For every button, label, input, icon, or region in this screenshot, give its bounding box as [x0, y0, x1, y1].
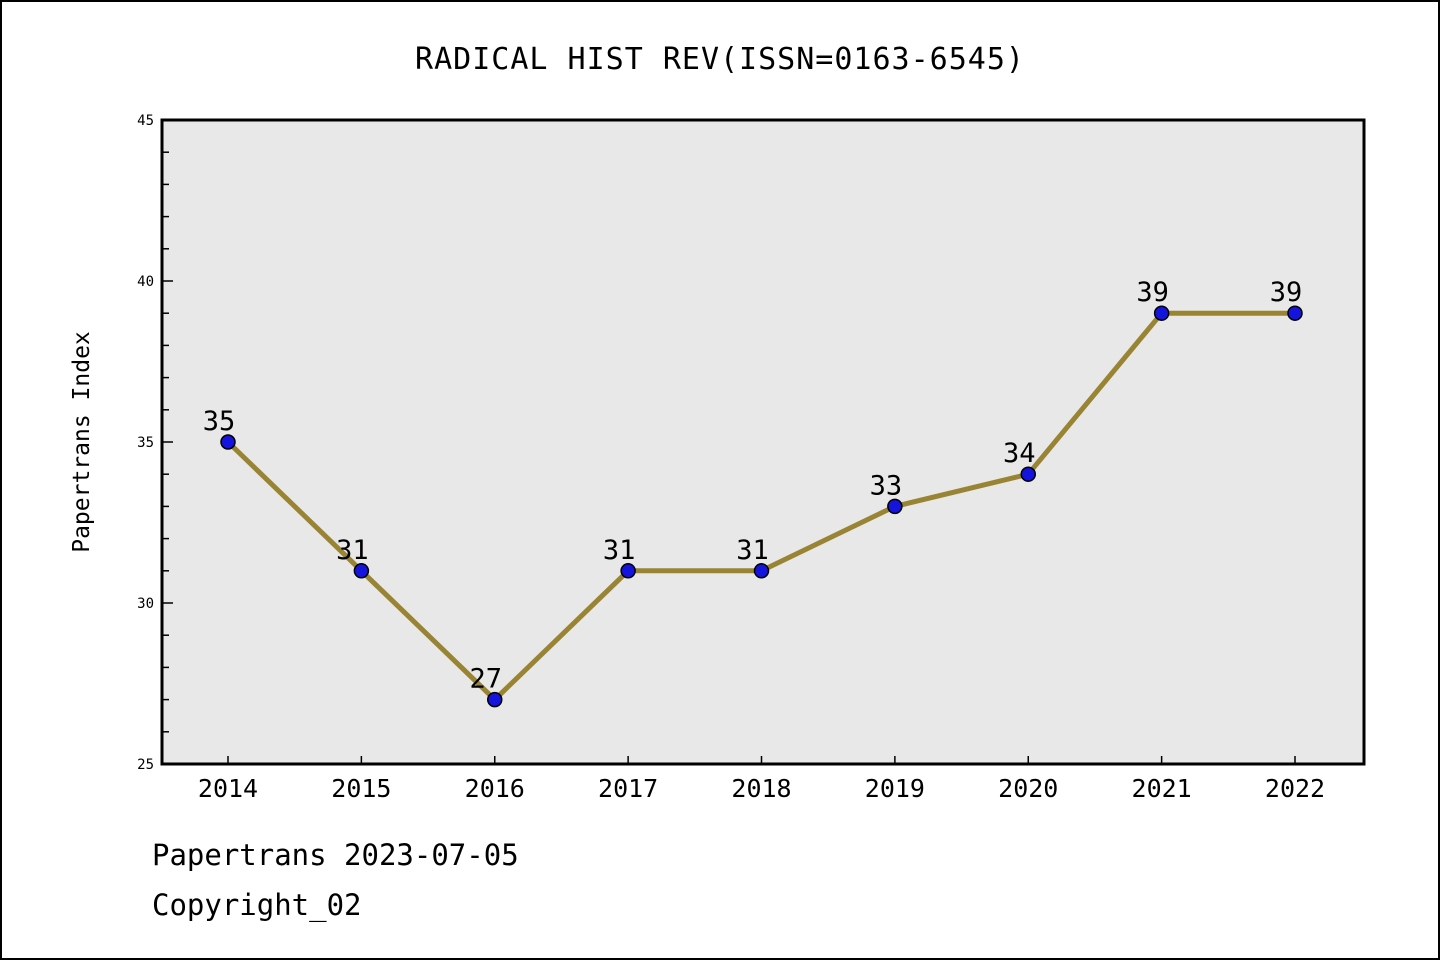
data-point-2015: [353, 563, 370, 579]
y-tick-label: 35: [137, 435, 154, 451]
plot-border: [160, 118, 1366, 766]
data-point-label: 34: [1003, 438, 1036, 469]
data-point-2016: [487, 691, 503, 708]
x-tick-label: 2019: [865, 774, 925, 803]
data-point-label: 39: [1136, 277, 1169, 308]
plot-area-background: [162, 120, 1364, 764]
data-point-2022: [1287, 305, 1303, 321]
y-tick-label: 45: [137, 113, 154, 129]
x-tick-label: 2018: [731, 774, 791, 803]
data-point-2014: [220, 434, 236, 450]
data-point-2019: [887, 498, 903, 515]
x-tick-label: 2016: [465, 774, 525, 803]
y-tick-label: 25: [137, 757, 154, 773]
data-point-label: 33: [870, 470, 903, 501]
footer-copyright: Copyright_02: [152, 888, 362, 922]
x-tick-label: 2014: [198, 774, 258, 803]
data-point-2020: [1020, 466, 1036, 482]
data-point-label: 35: [203, 406, 236, 437]
data-point-label: 31: [336, 535, 369, 566]
data-point-label: 27: [469, 664, 502, 695]
data-point-2021: [1153, 305, 1170, 321]
x-tick-label: 2022: [1265, 774, 1325, 803]
y-tick-label: 30: [137, 596, 154, 612]
data-point-label: 31: [603, 535, 636, 566]
footer-watermark-date: Papertrans 2023-07-05: [152, 838, 519, 872]
x-tick-label: 2020: [998, 774, 1058, 803]
data-point-2018: [753, 563, 770, 579]
data-point-label: 31: [736, 535, 769, 566]
x-tick-label: 2015: [331, 774, 391, 803]
data-point-label: 39: [1270, 277, 1303, 308]
x-tick-label: 2021: [1132, 774, 1192, 803]
chart-title: RADICAL HIST REV(ISSN=0163-6545): [415, 42, 1025, 77]
y-tick-label: 40: [137, 274, 154, 290]
data-point-2017: [620, 563, 636, 579]
x-tick-label: 2017: [598, 774, 658, 803]
